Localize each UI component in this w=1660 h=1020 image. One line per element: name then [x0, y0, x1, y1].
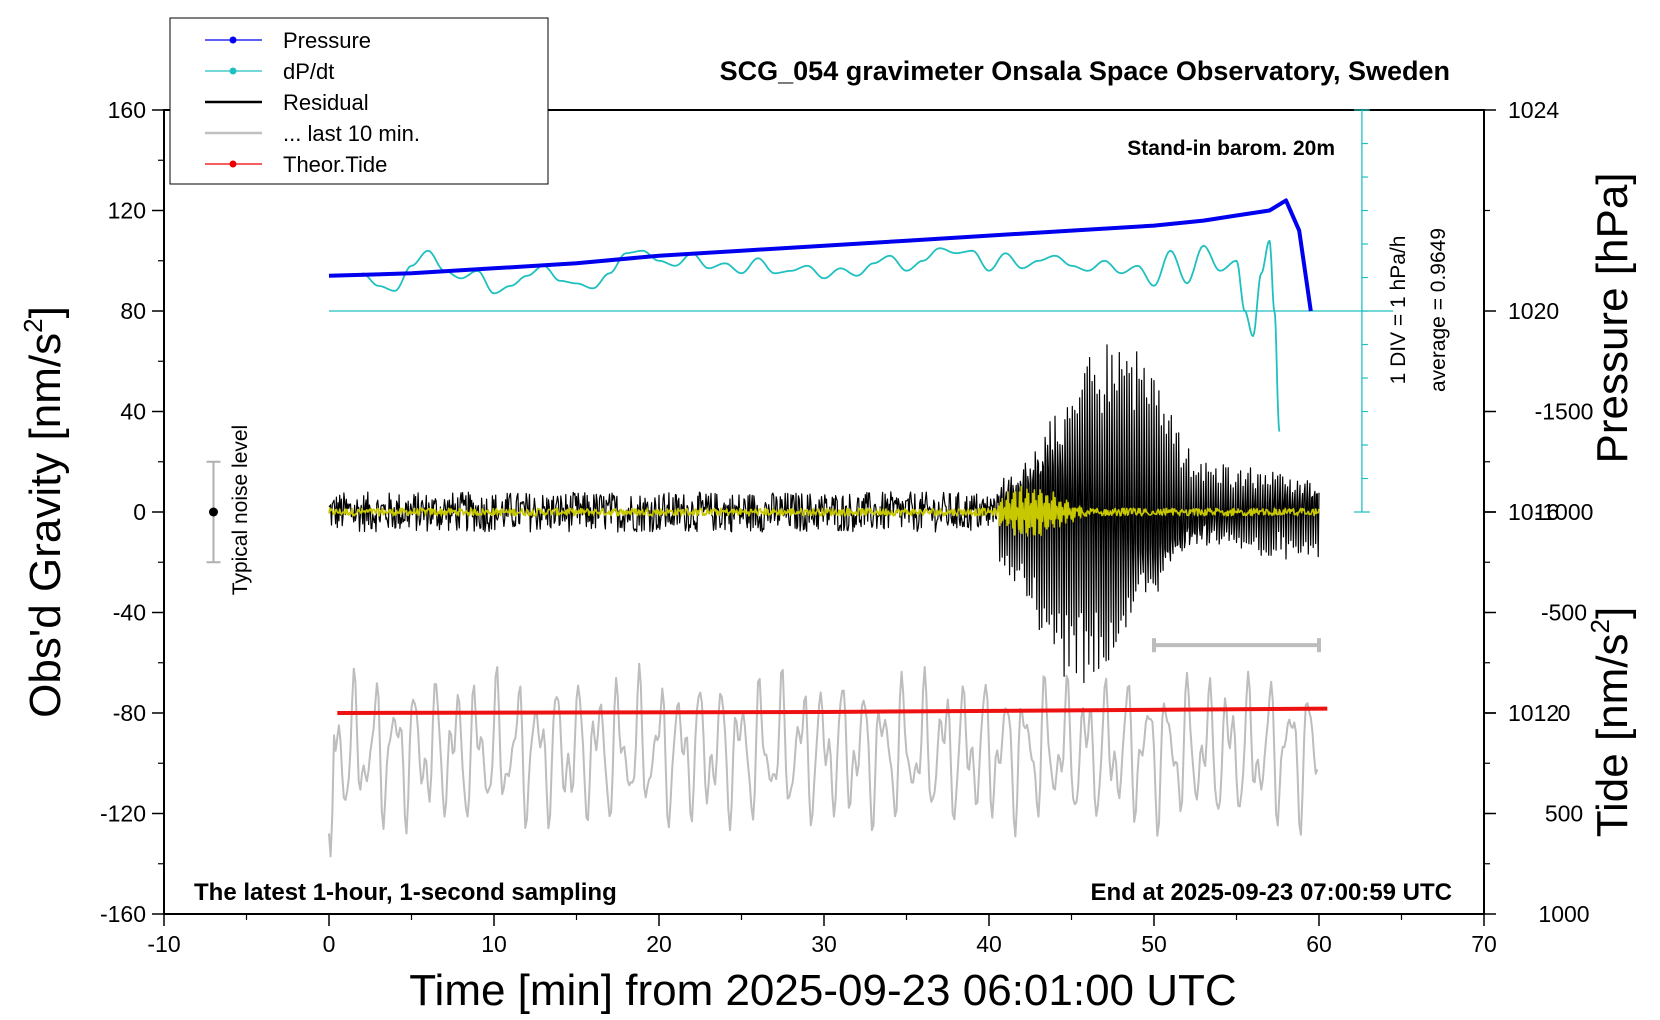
bottom-left-note: The latest 1-hour, 1-second sampling: [194, 879, 617, 906]
legend-marker: [229, 67, 237, 75]
legend-label: ... last 10 min.: [283, 121, 420, 146]
pressure-tick-label: 1020: [1508, 298, 1559, 324]
x-tick-label: 0: [323, 931, 336, 957]
filtered-line: [328, 485, 1320, 537]
noise-bar-center: [209, 507, 218, 517]
y-tick-label: 40: [120, 399, 146, 425]
x-axis-title: Time [min] from 2025-09-23 06:01:00 UTC: [409, 966, 1236, 1015]
x-tick-label: -10: [147, 931, 180, 957]
y-tick-label: -120: [100, 801, 146, 827]
y-tick-label: 80: [120, 298, 146, 324]
legend-label: Theor.Tide: [283, 152, 387, 177]
pressure-tick-label: 1024: [1508, 97, 1559, 123]
x-tick-label: 20: [646, 931, 672, 957]
legend-label: dP/dt: [283, 59, 334, 84]
tide-tick-label: -1500: [1535, 399, 1594, 425]
legend-marker: [229, 160, 237, 168]
legend-label: Residual: [283, 90, 369, 115]
x-tick-label: 40: [976, 931, 1002, 957]
y-tick-label: -80: [113, 700, 146, 726]
legend-marker: [229, 36, 237, 44]
legend-label: Pressure: [283, 28, 371, 53]
last-10-min-line: [328, 662, 1319, 858]
y-axis-tide-title-sup: 2: [1585, 619, 1615, 633]
y-tick-label: 120: [108, 198, 146, 224]
chart-title: SCG_054 gravimeter Onsala Space Observat…: [720, 56, 1450, 86]
y-axis-left-title: Obs'd Gravity [nm/s2]: [18, 306, 70, 718]
tide-tick-label: 0: [1558, 700, 1571, 726]
tide-tick-label: 500: [1545, 801, 1583, 827]
y-axis-left-title-close: ]: [21, 306, 70, 318]
y-tick-label: -40: [113, 600, 146, 626]
y-tick-label: -160: [100, 901, 146, 927]
stand-in-barometer-note: Stand-in barom. 20m: [1127, 137, 1335, 160]
tide-tick-label: -500: [1541, 600, 1587, 626]
y-axis-tide-title-main: Tide [nm/s: [1588, 633, 1637, 837]
series-layer: [206, 109, 1394, 858]
legend: Pressure dP/dt Residual ... last 10 min. The…: [169, 17, 549, 185]
y-tick-label: 0: [133, 499, 146, 525]
y-axis-pressure-title: Pressure [hPa]: [1588, 172, 1637, 463]
pressure-line: [328, 198, 1313, 312]
y-axis-tide-title-close: ]: [1588, 607, 1637, 619]
y-axis-tide-title: Tide [nm/s2]: [1585, 607, 1637, 837]
legend-rows: Pressure dP/dt Residual ... last 10 min. The…: [205, 28, 420, 177]
x-tick-label: 30: [811, 931, 837, 957]
axis-layer: -10 0 10 20 30 40 50 60 7016012080400-40-80-120-…: [100, 97, 1594, 957]
tide-tick-label: -1000: [1535, 499, 1594, 525]
y-axis-left-title-sup: 2: [18, 318, 48, 332]
pressure-tick-label: 1012: [1508, 700, 1559, 726]
bottom-right-note: End at 2025-09-23 07:00:59 UTC: [1091, 879, 1453, 906]
residual-line: [328, 344, 1320, 684]
average-note: average = 0.9649: [1427, 228, 1450, 392]
div-note: 1 DIV = 1 hPa/h: [1387, 236, 1410, 385]
noise-level-label: Typical noise level: [229, 425, 252, 595]
x-tick-label: 10: [481, 931, 507, 957]
x-tick-label: 70: [1471, 931, 1497, 957]
x-tick-label: 60: [1306, 931, 1332, 957]
pressure-tick-label: 1016: [1508, 499, 1559, 525]
theoretical-tide-line: [337, 706, 1328, 715]
x-tick-label: 50: [1141, 931, 1167, 957]
y-tick-label: 160: [108, 97, 146, 123]
dpdt-line: [361, 239, 1281, 432]
y-axis-left-title-main: Obs'd Gravity [nm/s: [21, 333, 70, 718]
tide-tick-label: 1000: [1538, 901, 1589, 927]
